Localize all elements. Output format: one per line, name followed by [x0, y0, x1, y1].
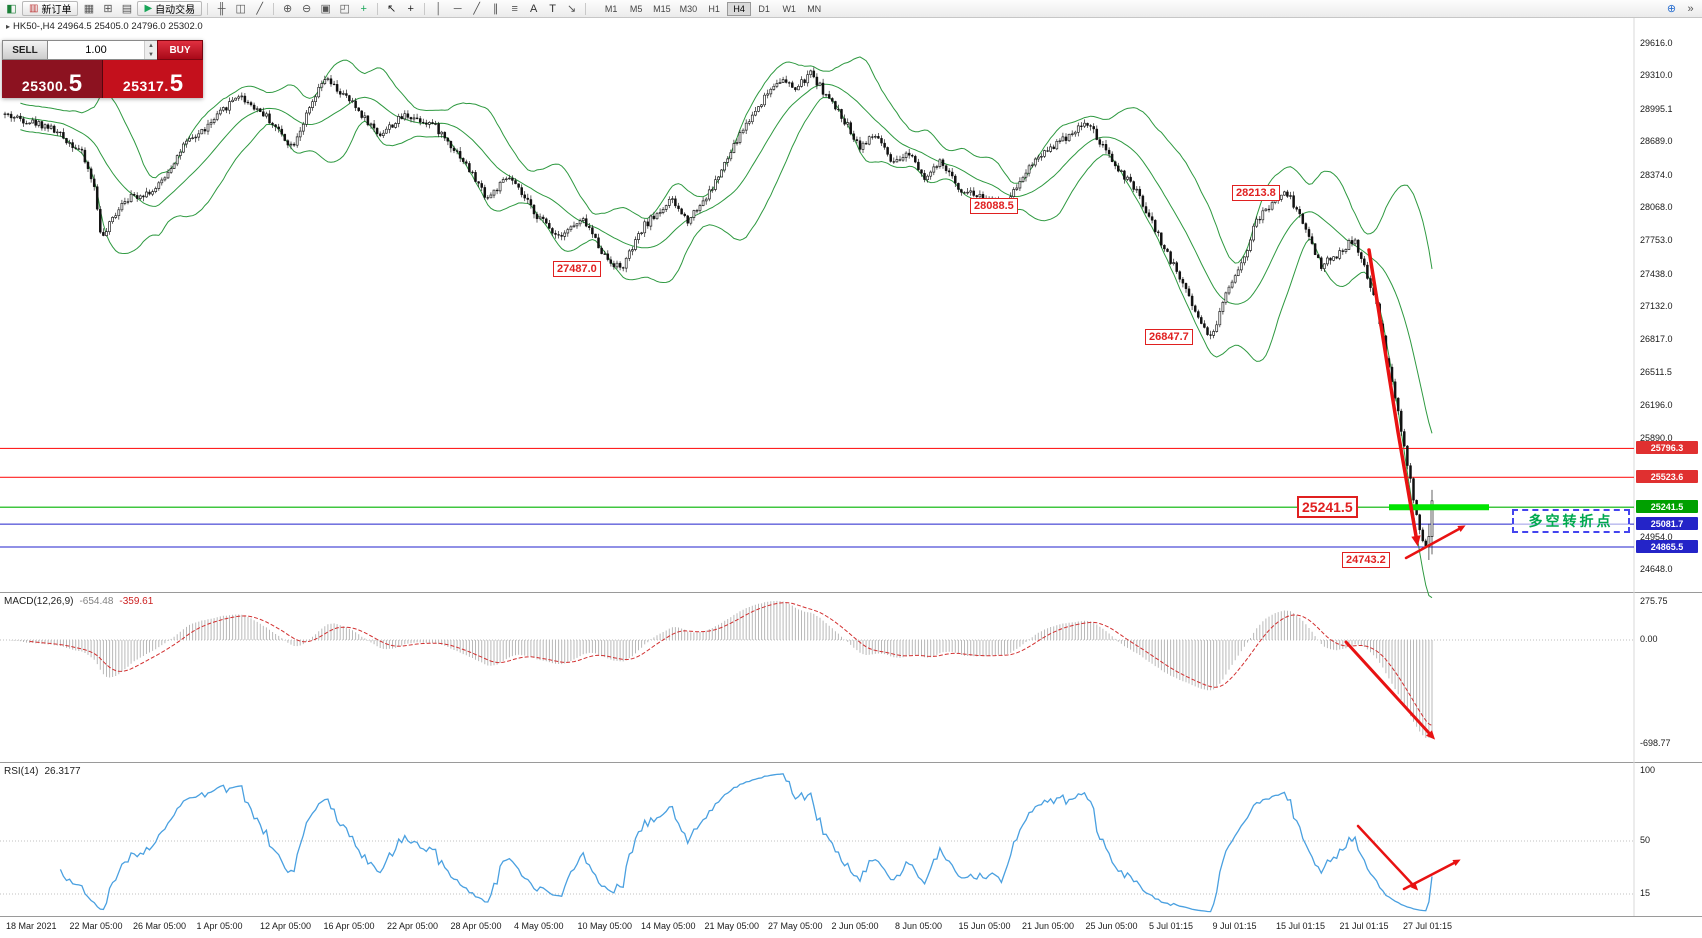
line-chart-icon[interactable]: ╱ [256, 3, 263, 15]
rsi-indicator-label: RSI(14) 26.3177 [4, 766, 81, 777]
buy-price-main: 25317. [122, 78, 169, 94]
horizontal-lines [0, 447, 1634, 548]
trendline-icon[interactable]: ╱ [473, 3, 480, 15]
price-drop-arrow[interactable] [1367, 248, 1421, 547]
one-click-trading-panel: SELL ▲ ▼ BUY 25300.5 25317.5 [2, 40, 203, 98]
rsi-value: 26.3177 [44, 766, 81, 777]
timeframe-button-h1[interactable]: H1 [702, 2, 726, 16]
price-rebound-arrow[interactable] [1404, 525, 1466, 560]
macd-value-main: -654.48 [79, 596, 114, 607]
rsi-rebound-arrow[interactable] [1402, 859, 1461, 891]
volume-up-button[interactable]: ▲ [145, 41, 157, 50]
auto-trading-button[interactable]: ▶ 自动交易 [137, 1, 203, 16]
new-order-button[interactable]: ▥ 新订单 [22, 1, 79, 16]
arrows-tool-icon[interactable]: ↘ [567, 3, 577, 15]
sell-price-main: 25300. [21, 78, 68, 94]
text-label-icon[interactable]: T [549, 2, 557, 15]
auto-trading-button-label: 自动交易 [155, 5, 196, 16]
new-order-button-icon: ▥ [29, 3, 39, 14]
buy-price-pips: 5 [169, 69, 184, 97]
timeframe-button-w1[interactable]: W1 [777, 2, 801, 16]
chart-symbol-icon[interactable]: ◧ [6, 3, 17, 15]
sell-button[interactable]: SELL [2, 40, 48, 60]
timeframe-button-mn[interactable]: MN [802, 2, 826, 16]
candlestick-chart-icon[interactable]: ◫ [235, 3, 246, 15]
rsi-name: RSI(14) [4, 766, 39, 777]
toolbar: ◧ ▥ 新订单 ▦ ⊞ ▤ ▶ 自动交易 ╫ ◫ ╱ ⊕ ⊖ ▣ ◰ + ↖ + │ ─ ╱ ∥ ≡ A T ↘ M1 M5 M15 M3… [0, 0, 1702, 18]
turning-point-label[interactable]: 多空转折点 [1512, 509, 1630, 533]
toolbar-separator [424, 2, 426, 15]
sell-price-pips: 5 [68, 69, 83, 97]
macd-name: MACD(12,26,9) [4, 596, 74, 607]
timeframe-button-m15[interactable]: M15 [649, 2, 675, 16]
timeframe-group: M1 M5 M15 M30 H1 H4 D1 W1 MN [599, 1, 826, 16]
crosshair-icon[interactable]: + [407, 2, 414, 15]
vertical-line-icon[interactable]: │ [435, 2, 443, 15]
volume-down-button[interactable]: ▼ [145, 50, 157, 59]
bollinger-bands [20, 56, 1433, 599]
horizontal-line-icon[interactable]: ─ [453, 2, 462, 15]
timeframe-button-m1[interactable]: M1 [599, 2, 623, 16]
macd-drop-arrow[interactable] [1344, 640, 1436, 740]
auto-trading-button-icon: ▶ [144, 3, 153, 14]
market-watch-icon[interactable]: ▦ [83, 3, 95, 15]
toolbar-separator [207, 2, 209, 15]
macd-indicator-label: MACD(12,26,9) -654.48 -359.61 [4, 596, 153, 607]
volume-field: ▲ ▼ [48, 40, 157, 60]
search-icon[interactable]: ⊕ [1666, 3, 1677, 15]
symbol-marker-icon: ▸ [6, 22, 11, 31]
toolbar-separator [585, 2, 587, 15]
fibonacci-icon[interactable]: ≡ [511, 2, 518, 15]
cursor-icon[interactable]: ↖ [387, 3, 397, 15]
timeframe-button-h4[interactable]: H4 [727, 1, 752, 16]
symbol-info: ▸ HK50-,H4 24964.5 25405.0 24796.0 25302.… [6, 21, 203, 32]
annotations[interactable] [1344, 248, 1466, 891]
macd-panel [0, 600, 1634, 738]
timeframe-button-d1[interactable]: D1 [752, 2, 776, 16]
volume-input[interactable] [48, 41, 144, 59]
candles [3, 67, 1434, 560]
zoom-out-icon[interactable]: ⊖ [302, 3, 312, 15]
data-window-icon[interactable]: ⊞ [103, 3, 113, 15]
add-indicator-icon[interactable]: + [360, 2, 367, 15]
panel-separators [0, 18, 1702, 917]
equidistant-channel-icon[interactable]: ∥ [492, 3, 499, 15]
terminal-icon[interactable]: ▤ [121, 3, 133, 15]
text-icon[interactable]: A [529, 2, 538, 15]
bar-chart-icon[interactable]: ╫ [217, 2, 226, 15]
timeframe-button-m5[interactable]: M5 [624, 2, 648, 16]
macd-value-signal: -359.61 [119, 596, 154, 607]
tile-windows-icon[interactable]: ▣ [320, 3, 331, 15]
sell-price-display[interactable]: 25300. 5 [2, 60, 102, 98]
toolbar-separator [273, 2, 275, 15]
buy-price-display[interactable]: 25317. 5 [103, 60, 203, 98]
rsi-drop-arrow[interactable] [1356, 824, 1419, 891]
timeframe-button-m30[interactable]: M30 [676, 2, 702, 16]
cascade-windows-icon[interactable]: ◰ [339, 3, 350, 15]
rsi-panel [0, 773, 1634, 913]
buy-button[interactable]: BUY [157, 40, 203, 60]
symbol-ohlc-text: HK50-,H4 24964.5 25405.0 24796.0 25302.0 [13, 21, 203, 32]
more-tools-icon[interactable]: » [1687, 2, 1694, 15]
new-order-button-label: 新订单 [41, 5, 72, 16]
toolbar-separator [377, 2, 379, 15]
zoom-in-icon[interactable]: ⊕ [283, 3, 293, 15]
